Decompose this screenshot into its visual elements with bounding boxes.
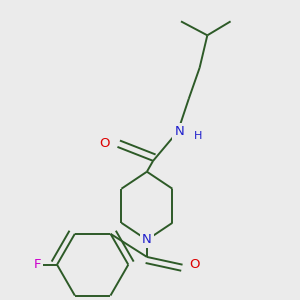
Text: F: F: [34, 258, 41, 271]
Text: H: H: [194, 131, 202, 141]
Text: N: N: [175, 125, 184, 138]
Text: O: O: [99, 137, 110, 150]
Text: O: O: [190, 258, 200, 271]
Text: N: N: [142, 233, 152, 246]
